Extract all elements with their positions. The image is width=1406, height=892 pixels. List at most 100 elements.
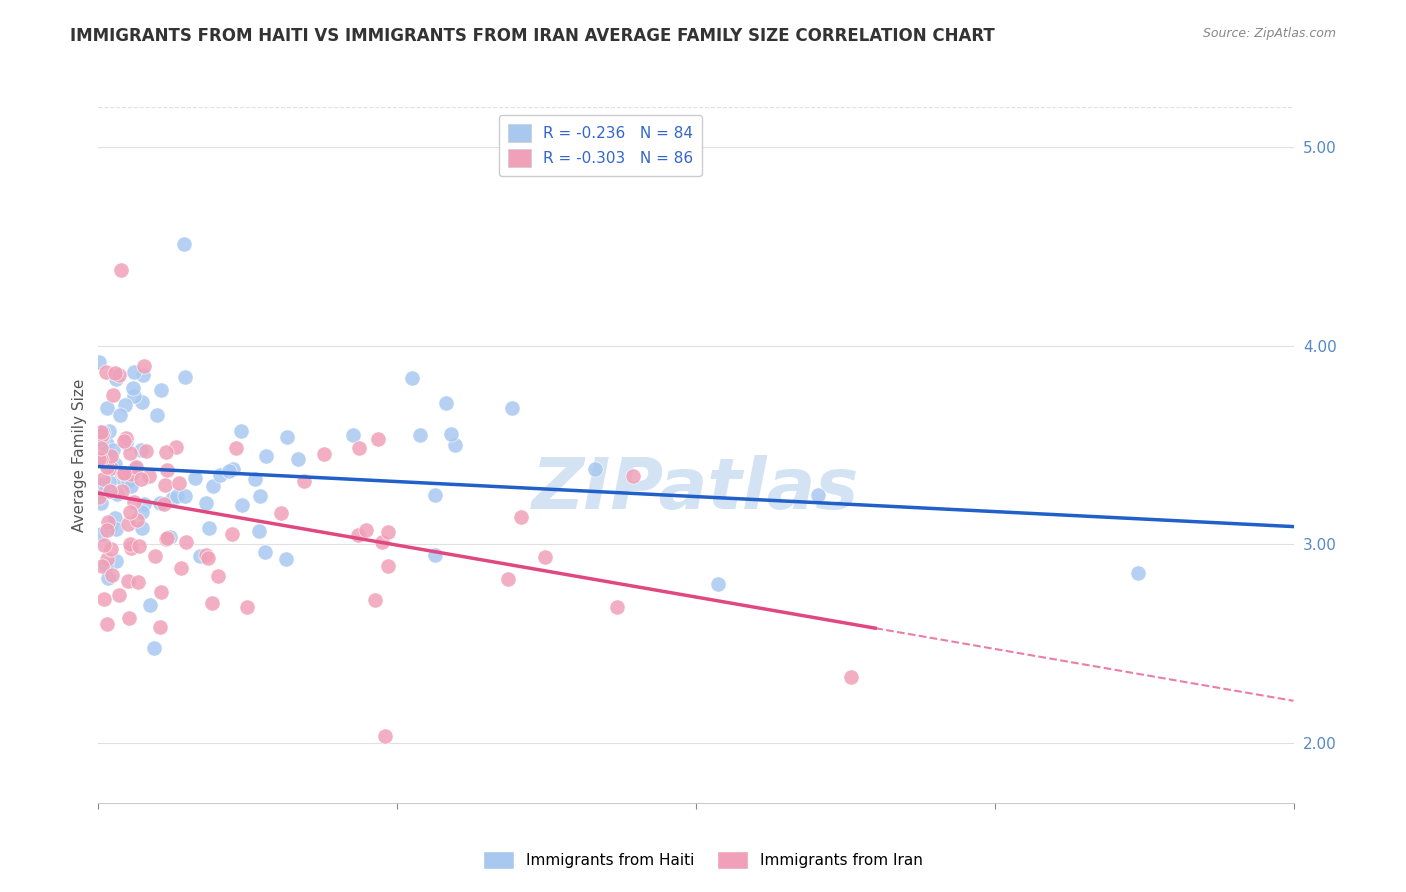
Point bbox=[132, 368, 155, 382]
Point bbox=[98, 520, 121, 534]
Point bbox=[110, 408, 132, 422]
Point bbox=[201, 596, 224, 610]
Point bbox=[621, 469, 644, 483]
Point bbox=[236, 600, 259, 615]
Point bbox=[367, 432, 389, 446]
Point bbox=[254, 545, 277, 559]
Point bbox=[98, 424, 121, 438]
Point bbox=[408, 427, 430, 442]
Point bbox=[374, 729, 396, 743]
Point bbox=[155, 445, 177, 459]
Point bbox=[87, 490, 110, 504]
Point bbox=[207, 569, 229, 583]
Point bbox=[97, 484, 120, 499]
Point bbox=[96, 437, 118, 451]
Point bbox=[124, 460, 146, 475]
Point bbox=[100, 542, 122, 557]
Point bbox=[159, 530, 181, 544]
Point bbox=[249, 489, 271, 503]
Point bbox=[120, 479, 142, 493]
Point bbox=[104, 457, 127, 471]
Text: ZIPatlas: ZIPatlas bbox=[533, 455, 859, 524]
Point bbox=[104, 372, 127, 386]
Point bbox=[174, 369, 197, 384]
Point bbox=[156, 531, 179, 545]
Point bbox=[87, 452, 110, 467]
Point bbox=[114, 398, 136, 412]
Point bbox=[117, 574, 139, 588]
Point bbox=[195, 496, 218, 510]
Point bbox=[174, 534, 197, 549]
Point bbox=[229, 425, 252, 439]
Point bbox=[90, 559, 112, 574]
Point bbox=[118, 537, 141, 551]
Point bbox=[209, 467, 232, 482]
Point bbox=[132, 497, 155, 511]
Point bbox=[90, 452, 112, 467]
Point bbox=[225, 442, 247, 456]
Point bbox=[104, 511, 127, 525]
Point bbox=[165, 440, 187, 454]
Point bbox=[97, 570, 120, 584]
Point bbox=[142, 641, 165, 656]
Point bbox=[146, 408, 169, 422]
Point bbox=[231, 498, 253, 512]
Point bbox=[496, 572, 519, 586]
Point bbox=[143, 549, 166, 563]
Point bbox=[91, 476, 114, 491]
Point bbox=[101, 443, 124, 458]
Point bbox=[131, 394, 153, 409]
Point bbox=[117, 516, 139, 531]
Point bbox=[170, 561, 193, 575]
Point bbox=[91, 472, 114, 486]
Point bbox=[112, 434, 135, 449]
Point bbox=[105, 486, 128, 500]
Point bbox=[110, 470, 132, 484]
Point bbox=[173, 489, 195, 503]
Point bbox=[270, 506, 292, 520]
Point bbox=[150, 585, 173, 599]
Point bbox=[377, 524, 399, 539]
Point bbox=[197, 521, 219, 535]
Point bbox=[347, 528, 370, 542]
Point bbox=[107, 588, 129, 602]
Point bbox=[152, 497, 174, 511]
Point bbox=[439, 427, 461, 442]
Point bbox=[377, 559, 399, 574]
Point bbox=[90, 477, 112, 491]
Point bbox=[401, 370, 423, 384]
Point bbox=[347, 441, 370, 455]
Y-axis label: Average Family Size: Average Family Size bbox=[72, 378, 87, 532]
Point bbox=[841, 670, 863, 684]
Point bbox=[131, 505, 153, 519]
Point bbox=[221, 462, 243, 476]
Point bbox=[292, 475, 315, 489]
Point bbox=[91, 428, 114, 442]
Point bbox=[129, 472, 152, 486]
Point bbox=[153, 478, 176, 492]
Point bbox=[96, 524, 118, 538]
Point bbox=[364, 593, 387, 607]
Point bbox=[96, 617, 118, 632]
Text: Source: ZipAtlas.com: Source: ZipAtlas.com bbox=[1202, 27, 1336, 40]
Legend: R = -0.236   N = 84, R = -0.303   N = 86: R = -0.236 N = 84, R = -0.303 N = 86 bbox=[499, 115, 702, 177]
Point bbox=[370, 535, 392, 549]
Point bbox=[173, 236, 195, 251]
Point bbox=[100, 461, 122, 475]
Point bbox=[127, 574, 149, 589]
Point bbox=[115, 431, 138, 445]
Point bbox=[276, 430, 298, 444]
Point bbox=[218, 464, 240, 478]
Point bbox=[167, 476, 190, 491]
Point bbox=[122, 365, 145, 379]
Point bbox=[221, 526, 243, 541]
Point bbox=[356, 523, 378, 537]
Point bbox=[105, 522, 128, 536]
Point bbox=[91, 425, 114, 439]
Point bbox=[93, 591, 115, 606]
Point bbox=[108, 368, 131, 382]
Point bbox=[138, 469, 160, 483]
Point bbox=[122, 381, 145, 395]
Point bbox=[434, 396, 457, 410]
Point bbox=[183, 470, 205, 484]
